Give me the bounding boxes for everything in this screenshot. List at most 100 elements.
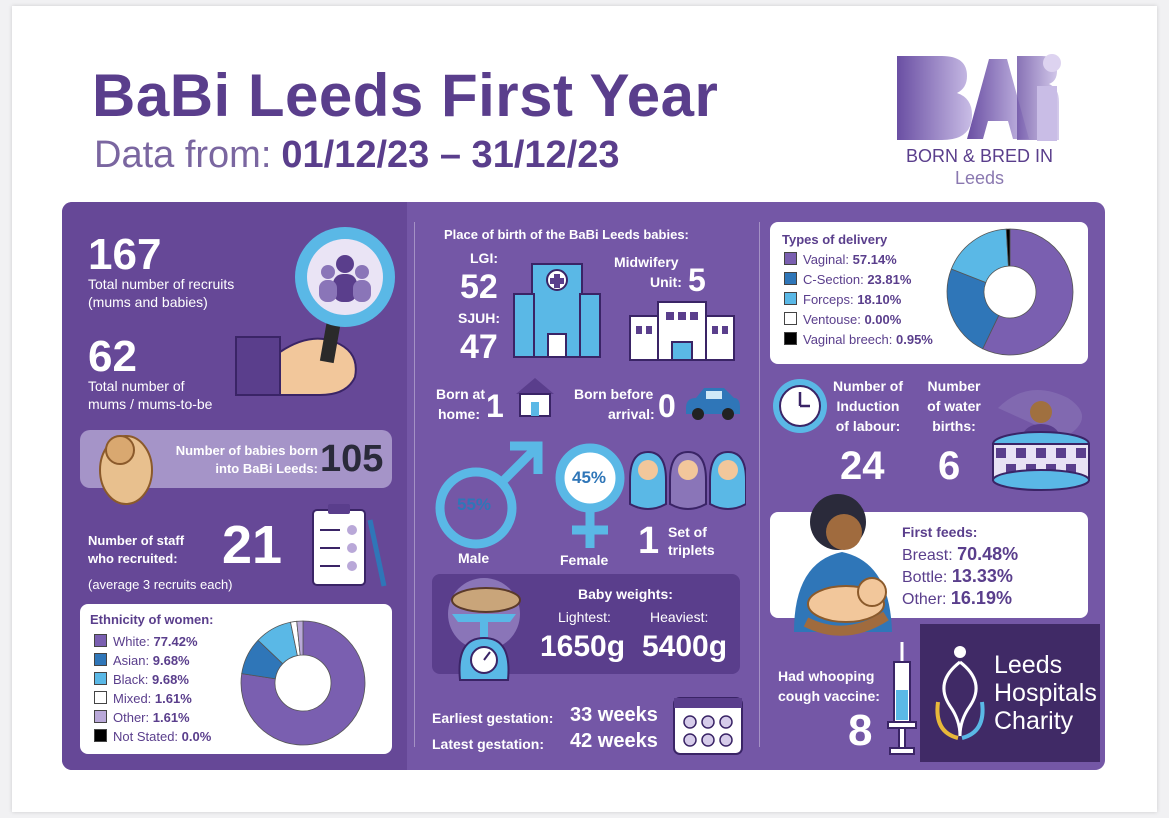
midwifery-label-2: Unit: (650, 274, 682, 290)
male-pct: 55% (457, 495, 492, 514)
feed-name: Bottle: (902, 569, 952, 586)
delivery-legend-swatch (784, 252, 797, 265)
delivery-legend-value: 57.14% (852, 252, 897, 267)
logo-line2: Leeds (954, 168, 1005, 188)
ethnicity-legend-name: Other: (113, 710, 153, 725)
delivery-legend-row: Vaginal: 57.14% (784, 252, 897, 267)
page-title: BaBi Leeds First Year (92, 62, 719, 129)
lightest-label: Lightest: (558, 609, 611, 625)
whooping-value: 8 (848, 706, 873, 755)
ethnicity-legend-value: 9.68% (152, 672, 189, 687)
ethnicity-legend-row: Other: 1.61% (94, 710, 190, 725)
babi-logo: BORN & BRED IN Leeds (892, 51, 1067, 191)
ethnicity-legend-swatch (94, 710, 107, 723)
home-label-1: Born at (436, 386, 485, 402)
male-label: Male (458, 550, 490, 566)
infographic-sheet: BaBi Leeds First Year Data from: 01/12/23… (12, 6, 1157, 812)
fetus-icon (99, 435, 153, 505)
babi-logo-mark (897, 54, 1061, 141)
earliest-label: Earliest gestation: (432, 710, 554, 726)
lgi-label: LGI: (470, 250, 498, 266)
ethnicity-legend-value: 9.68% (152, 653, 190, 668)
breastfeeding-icon (794, 494, 892, 636)
latest-value: 42 weeks (570, 730, 658, 752)
babies-born-label-2: into BaBi Leeds: (215, 461, 318, 476)
staff-label-2: who recruited: (88, 551, 178, 566)
page-subtitle: Data from: 01/12/23 – 31/12/23 (94, 134, 619, 177)
delivery-legend-row: Ventouse: 0.00% (784, 312, 901, 327)
staff-value: 21 (222, 515, 283, 575)
ethnicity-legend-row: Not Stated: 0.0% (94, 729, 211, 744)
ethnicity-legend-value: 0.0% (181, 729, 212, 744)
ethnicity-donut-chart (240, 620, 366, 746)
bba-value: 0 (658, 388, 676, 424)
delivery-legend-value: 18.10% (857, 292, 902, 307)
subtitle-prefix: Data from: (94, 134, 272, 176)
stats-panel: 167 Total number of recruits (mums and b… (62, 202, 1105, 770)
ethnicity-title: Ethnicity of women: (90, 612, 214, 627)
home-value: 1 (486, 388, 504, 424)
delivery-slice (1005, 228, 1011, 267)
ethnicity-legend-row: Asian: 9.68% (94, 653, 190, 668)
ethnicity-legend-value: 1.61% (154, 691, 192, 706)
place-of-birth-title: Place of birth of the BaBi Leeds babies: (444, 227, 689, 242)
weights-title: Baby weights: (578, 586, 673, 602)
triplets-value: 1 (638, 520, 660, 562)
delivery-legend-value: 23.81% (867, 272, 912, 287)
delivery-legend-name: Forceps: (803, 292, 858, 307)
water-value: 6 (938, 444, 961, 488)
feed-name: Breast: (902, 547, 958, 564)
induction-label-1: Number of (833, 378, 903, 394)
divider-left (414, 222, 415, 747)
ethnicity-slice (296, 620, 304, 656)
midwifery-label-1: Midwifery (614, 254, 679, 270)
calendar-icon (673, 697, 743, 755)
heaviest-value: 5400g (642, 630, 728, 663)
hospital-icon (513, 263, 601, 358)
ethnicity-legend-swatch (94, 691, 107, 704)
delivery-legend-name: Vaginal: (803, 252, 853, 267)
feed-name: Other: (902, 591, 951, 608)
lgi-value: 52 (460, 268, 498, 306)
sjuh-label: SJUH: (458, 310, 501, 326)
delivery-legend-swatch (784, 332, 797, 345)
total-recruits-label-2: (mums and babies) (88, 294, 208, 310)
bba-label-2: arrival: (608, 406, 655, 422)
ethnicity-legend-name: Not Stated: (113, 729, 182, 744)
induction-value: 24 (840, 444, 885, 488)
birthing-pool-icon (992, 390, 1090, 491)
leeds-hospitals-charity-logo: Leeds Hospitals Charity (920, 624, 1100, 762)
charity-line2: Hospitals (994, 679, 1097, 707)
delivery-card: Types of delivery Vaginal: 57.14% C-Secti… (770, 222, 1088, 364)
ethnicity-legend-row: White: 77.42% (94, 634, 198, 649)
delivery-legend-swatch (784, 292, 797, 305)
feed-value: 70.48% (957, 544, 1019, 564)
delivery-legend-row: C-Section: 23.81% (784, 272, 911, 287)
delivery-legend-name: Vaginal breech: (803, 332, 896, 347)
triplets-icon (629, 450, 746, 510)
car-icon (686, 388, 740, 420)
delivery-donut-chart (946, 228, 1074, 356)
ethnicity-legend-name: Black: (113, 672, 153, 687)
ethnicity-legend-swatch (94, 672, 107, 685)
charity-line3: Charity (994, 707, 1074, 735)
ethnicity-legend-swatch (94, 653, 107, 666)
ethnicity-legend-value: 1.61% (152, 710, 190, 725)
ethnicity-legend-row: Mixed: 1.61% (94, 691, 192, 706)
triplets-label-2: triplets (668, 542, 715, 558)
ethnicity-card: Ethnicity of women: White: 77.42% Asian: … (80, 604, 392, 754)
sjuh-value: 47 (460, 328, 498, 366)
ethnicity-legend-row: Black: 9.68% (94, 672, 189, 687)
syringe-icon (887, 642, 917, 755)
water-label-1: Number (927, 378, 981, 394)
ethnicity-legend-name: Asian: (113, 653, 153, 668)
delivery-legend-row: Forceps: 18.10% (784, 292, 901, 307)
whooping-label-1: Had whooping (778, 668, 875, 684)
total-recruits-label-1: Total number of recruits (88, 276, 235, 292)
female-symbol-icon (555, 443, 625, 548)
ethnicity-slice (240, 620, 366, 746)
staff-note: (average 3 recruits each) (88, 577, 233, 592)
triplets-label-1: Set of (668, 524, 707, 540)
delivery-legend-value: 0.00% (864, 312, 902, 327)
female-pct: 45% (572, 468, 607, 487)
